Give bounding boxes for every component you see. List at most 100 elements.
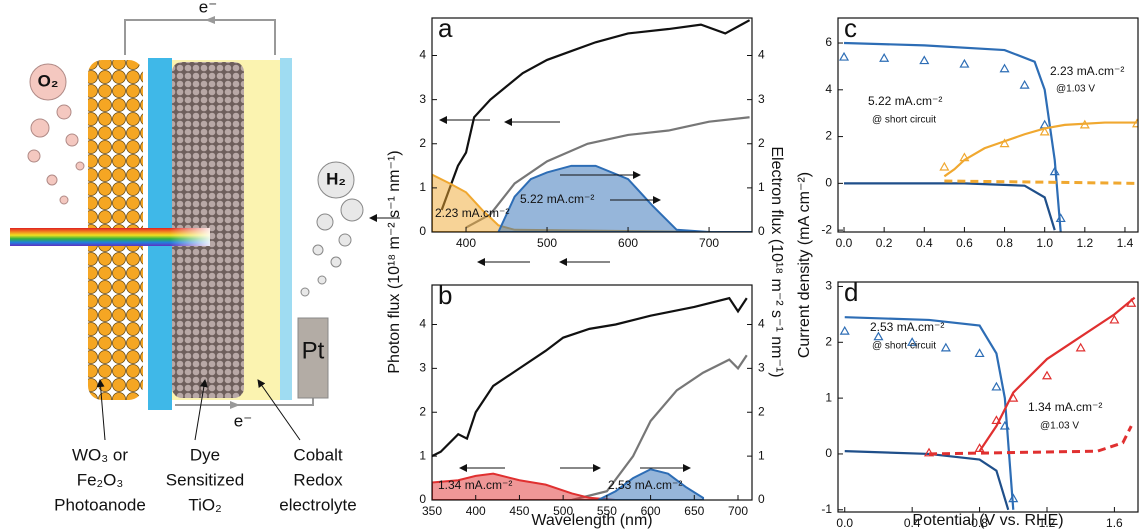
marker [1008,392,1019,402]
y-tick-label: 1 [419,448,426,462]
marker [1079,119,1090,129]
marker [991,381,1002,391]
marker [1019,79,1030,89]
y-tick-label: 3 [825,279,832,293]
marker [1049,166,1060,176]
marker [1109,314,1120,324]
x-tick-label: 0.4 [916,236,933,250]
marker [999,138,1010,148]
y-tick-label: 3 [419,92,426,106]
area [597,468,705,500]
marker [1126,298,1137,307]
light-fade [10,228,210,246]
electrolyte-label: Redox [293,470,343,489]
y2-tick-label: 0 [758,492,765,506]
line [844,450,1010,511]
x-axis-label: Potential (V vs. RHE) [912,512,1063,529]
wire [124,19,276,55]
frame [837,17,1139,233]
marker [1131,118,1138,128]
marker [959,58,970,68]
cell-diagram: O₂ H₂ e⁻ e⁻ Pt WO₃ or Fe₂O₃ Photoanode D… [10,0,364,514]
x-tick-label: 400 [456,236,476,250]
y-tick-label: -1 [821,502,832,516]
plot-area [432,296,748,500]
annotation: 1.34 mA.cm⁻² [438,478,512,492]
y-tick-label: 4 [825,82,832,96]
panel-label: a [438,13,453,43]
panel: 350 400 450 500 550 600 650 7000123401234b1.34 … [419,258,765,529]
h2-bubbles [300,161,364,297]
y2-tick-label: 4 [758,317,765,331]
anode-label: Fe₂O₃ [77,470,124,489]
annotation: @1.03 V [1040,421,1079,432]
y-tick-label: 0 [419,492,426,506]
x-tick-label: 500 [537,236,557,250]
x-tick-label: 0.4 [904,516,921,530]
h2-label: H₂ [326,169,346,188]
dye-label: Sensitized [166,470,244,489]
line [571,354,748,500]
pt-label: Pt [302,337,325,364]
x-axis-label: Wavelength (nm) [531,512,652,529]
annotation: @ short circuit [872,115,936,126]
line [928,425,1133,456]
x-tick-label: 400 [466,504,486,518]
line [843,41,1062,232]
marker [907,337,918,346]
y2-tick-label: 2 [758,404,765,418]
marker [999,420,1010,430]
marker [1041,370,1053,380]
electron-label: e⁻ [199,0,217,16]
x-tick-label: 700 [728,504,748,518]
dye-label: Dye [190,445,220,464]
y-tick-label: 0 [825,176,832,190]
pt-electrode [297,317,329,399]
line [943,121,1137,178]
marker [1055,213,1066,223]
x-tick-label: 1.4 [1117,236,1134,250]
marker [873,331,884,341]
annotation: @ short circuit [872,341,936,352]
y-tick-label: 1 [419,180,426,194]
marker [1075,342,1086,352]
current-arrow [230,401,240,409]
x-tick-label: 550 [597,504,617,518]
line [465,116,750,229]
glass-plate [280,58,292,400]
o2-label: O₂ [38,71,59,90]
panel: 0.0 0.2 0.4 0.6 0.8 1.0 1.2 1.4 -2 0 2 4 6 c 5.22 mA.c… [796,13,1139,358]
x-tick-label: 450 [509,504,529,518]
annotation: 1.34 mA.cm⁻² [1028,400,1102,414]
annotation: @1.03 V [1056,84,1095,95]
x-tick-label: 1.6 [1106,516,1123,530]
plot-area [432,19,752,232]
y-tick-label: 2 [419,136,426,150]
y-axis-label: Photon flux (10¹⁸ m⁻² s⁻¹ nm⁻¹) [386,150,403,373]
marker [839,325,850,335]
plot-area [839,296,1137,511]
annotation: 2.53 mA.cm⁻² [608,478,682,492]
y-tick-label: 3 [419,361,426,375]
y2-axis-label: Electron flux (10¹⁸ m⁻² s⁻¹ nm⁻¹) [768,146,785,377]
annotation: 2.23 mA.cm⁻² [1050,64,1124,78]
line [944,179,1138,185]
annotation: 2.23 mA.cm⁻² [435,206,509,220]
y-tick-label: 0 [825,446,832,460]
y-tick-label: 2 [825,129,832,143]
x-tick-label: 700 [699,236,719,250]
y2-tick-label: 2 [758,136,765,150]
marker [1008,493,1019,503]
y2-tick-label: 1 [758,448,765,462]
anode-label: Photoanode [54,495,146,514]
annotation: 5.22 mA.cm⁻² [868,94,942,108]
x-tick-label: 0.0 [836,236,853,250]
current-arrow [205,16,215,24]
marker [991,415,1002,425]
electrolyte-label: Cobalt [293,445,342,464]
marker [879,53,890,62]
x-tick-label: 650 [684,504,704,518]
y-tick-label: 4 [419,317,426,331]
